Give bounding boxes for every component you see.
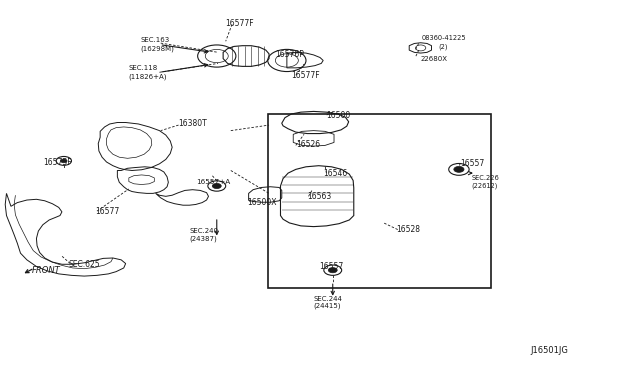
Text: 08360-41225: 08360-41225	[422, 35, 467, 41]
Text: 16563: 16563	[307, 192, 332, 201]
Text: 16380T: 16380T	[179, 119, 207, 128]
Text: 22680X: 22680X	[420, 56, 448, 62]
Text: 16500X: 16500X	[246, 198, 276, 207]
Text: 16557: 16557	[319, 262, 343, 271]
Text: SEC.163: SEC.163	[140, 37, 170, 43]
Text: (16298M): (16298M)	[140, 45, 174, 52]
Text: (24415): (24415)	[314, 303, 341, 309]
Text: 16557+A: 16557+A	[196, 179, 230, 185]
Text: FRONT: FRONT	[32, 266, 61, 275]
Text: 16576P: 16576P	[275, 51, 304, 60]
Text: 16526: 16526	[296, 140, 320, 149]
Text: 16500: 16500	[326, 110, 351, 120]
Circle shape	[328, 267, 337, 273]
Bar	[268, 114, 491, 288]
Text: J16501JG: J16501JG	[531, 346, 568, 355]
Text: SEC.118: SEC.118	[129, 65, 158, 71]
Text: 16557: 16557	[460, 158, 484, 168]
Text: 16577: 16577	[96, 206, 120, 216]
Text: SEC.244: SEC.244	[314, 296, 342, 302]
Circle shape	[61, 159, 67, 163]
Text: (2): (2)	[438, 43, 447, 50]
Circle shape	[454, 166, 464, 172]
Text: SEC.226: SEC.226	[472, 175, 499, 181]
Text: 16575F: 16575F	[43, 157, 72, 167]
Text: (11826+A): (11826+A)	[129, 73, 167, 80]
Text: 16528: 16528	[396, 225, 420, 234]
Circle shape	[212, 183, 221, 189]
Text: 16546: 16546	[323, 169, 348, 177]
Text: SEC.240: SEC.240	[189, 228, 218, 234]
Text: 16577F: 16577F	[226, 19, 254, 28]
Text: (24387): (24387)	[189, 235, 217, 242]
Text: 16577F: 16577F	[291, 71, 320, 80]
Text: SEC.625: SEC.625	[68, 260, 100, 269]
Text: (22612): (22612)	[472, 182, 498, 189]
